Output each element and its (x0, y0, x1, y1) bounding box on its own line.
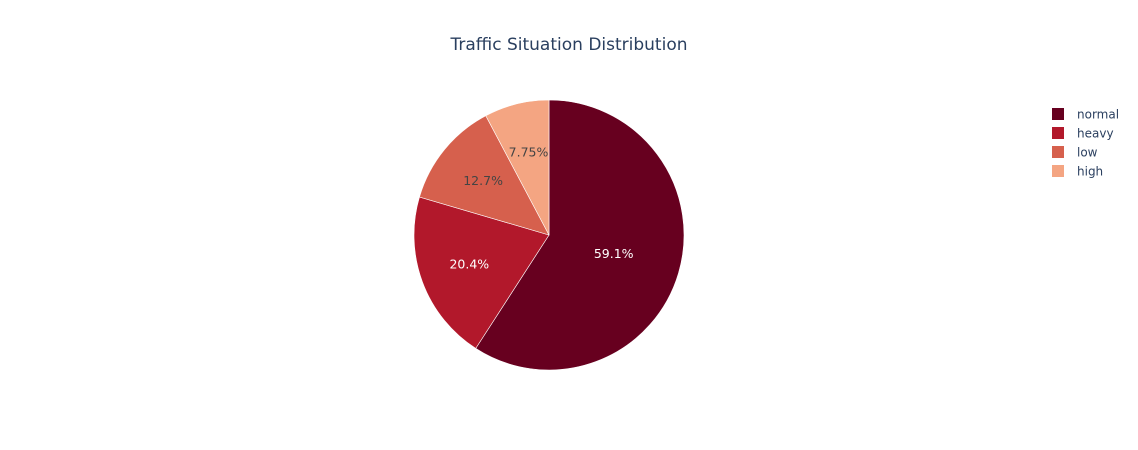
legend-item-normal[interactable]: normal (1052, 108, 1119, 122)
legend-swatch-high (1052, 165, 1064, 177)
slice-label-heavy: 20.4% (449, 257, 489, 272)
pie-slice-normal[interactable] (475, 99, 685, 371)
slice-label-normal: 59.1% (594, 246, 634, 261)
legend-item-low[interactable]: low (1052, 146, 1098, 160)
legend: normal heavy low high (1052, 108, 1119, 179)
slice-label-low: 12.7% (463, 173, 503, 188)
legend-label-high: high (1077, 165, 1103, 179)
legend-swatch-heavy (1052, 127, 1064, 139)
legend-label-low: low (1077, 146, 1098, 160)
legend-item-heavy[interactable]: heavy (1052, 127, 1114, 141)
pie-slices (413, 99, 685, 371)
legend-item-high[interactable]: high (1052, 165, 1103, 179)
legend-swatch-normal (1052, 108, 1064, 120)
legend-swatch-low (1052, 146, 1064, 158)
pie-slice-low[interactable] (419, 115, 550, 236)
pie-slice-high[interactable] (485, 99, 550, 236)
legend-label-heavy: heavy (1077, 127, 1114, 141)
pie-slice-labels: 59.1% 20.4% 12.7% 7.75% (449, 145, 633, 272)
slice-label-high: 7.75% (509, 145, 549, 160)
chart-title: Traffic Situation Distribution (450, 35, 688, 55)
legend-label-normal: normal (1077, 108, 1119, 122)
pie-slice-heavy[interactable] (413, 196, 550, 349)
